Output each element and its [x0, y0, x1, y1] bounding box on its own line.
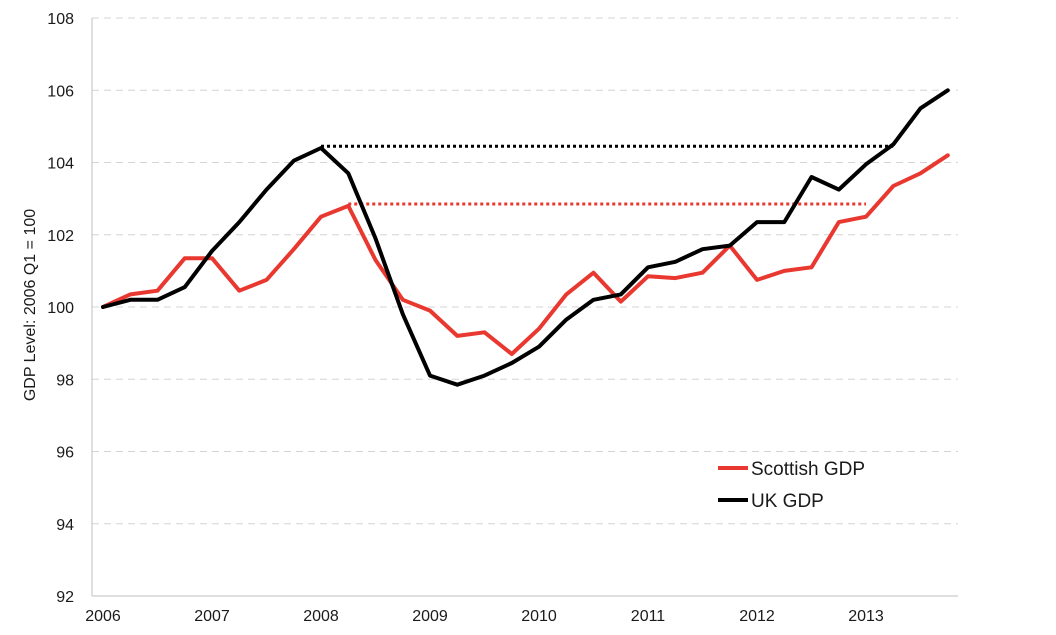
x-tick-label: 2011 — [631, 608, 666, 625]
legend: Scottish GDP UK GDP — [718, 459, 865, 512]
series-line — [101, 88, 950, 387]
y-tick-label: 104 — [47, 156, 74, 173]
x-tick-label: 2007 — [194, 608, 230, 625]
y-tick-label: 100 — [47, 300, 74, 317]
y-tick-label: 96 — [56, 445, 74, 462]
x-tick-label: 2012 — [739, 608, 775, 625]
y-tick-label: 94 — [56, 517, 74, 534]
gridlines — [92, 17, 958, 525]
y-tick-label: 92 — [56, 589, 74, 606]
x-tick-label: 2010 — [521, 608, 557, 625]
y-tick-labels: 92 94 96 98 100 102 104 106 108 — [47, 11, 74, 606]
legend-label: Scottish GDP — [751, 459, 865, 480]
y-tick-label: 106 — [47, 83, 74, 100]
x-tick-label: 2009 — [412, 608, 448, 625]
legend-label: UK GDP — [751, 491, 824, 512]
y-tick-label: 102 — [47, 228, 74, 245]
x-tick-labels: 2006 2007 2008 2009 2010 2011 2012 2013 — [85, 608, 884, 625]
y-tick-label: 108 — [47, 11, 74, 28]
y-axis-title: GDP Level: 2006 Q1 = 100 — [22, 209, 39, 401]
axes — [91, 18, 958, 597]
reference-lines — [321, 144, 894, 206]
x-tick-label: 2013 — [848, 608, 884, 625]
series-line — [101, 153, 950, 356]
series-lines — [101, 88, 950, 387]
x-tick-label: 2006 — [85, 608, 121, 625]
x-tick-label: 2008 — [303, 608, 339, 625]
y-tick-label: 98 — [56, 372, 74, 389]
